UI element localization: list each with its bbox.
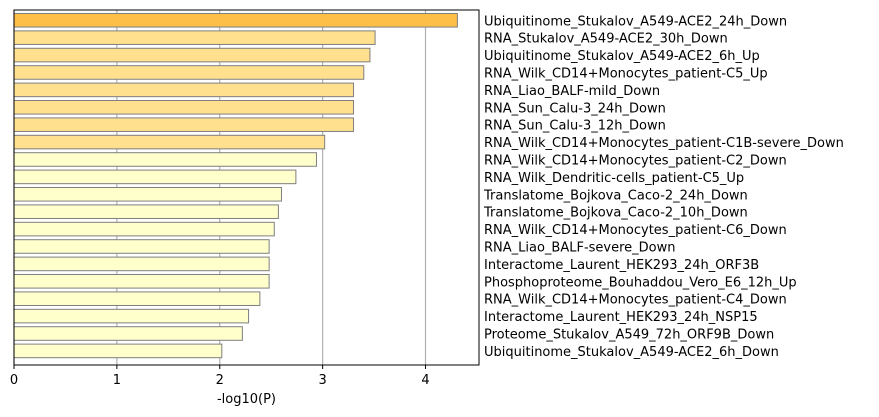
category-label: RNA_Wilk_CD14+Monocytes_patient-C4_Down [484, 293, 787, 308]
category-label: RNA_Wilk_CD14+Monocytes_patient-C6_Down [484, 223, 787, 238]
bar [13, 134, 326, 150]
x-tick-label: 1 [113, 373, 121, 388]
bars [13, 12, 458, 359]
bar [13, 326, 243, 341]
category-label: Interactome_Laurent_HEK293_24h_NSP15 [484, 310, 758, 325]
bar [13, 99, 354, 115]
x-tick-label: 2 [216, 373, 224, 388]
category-label: Translatome_Bojkova_Caco-2_24h_Down [483, 188, 748, 203]
bar [13, 256, 270, 272]
category-label: RNA_Liao_BALF-severe_Down [484, 240, 676, 255]
category-label: RNA_Wilk_CD14+Monocytes_patient-C2_Down [484, 153, 787, 168]
category-label: Interactome_Laurent_HEK293_24h_ORF3B [484, 258, 759, 273]
category-label: RNA_Stukalov_A549-ACE2_30h_Down [484, 32, 728, 47]
category-label: Ubiquitinome_Stukalov_A549-ACE2_6h_Up [484, 49, 760, 64]
bar [13, 187, 282, 202]
bar [13, 221, 275, 237]
category-label: RNA_Wilk_CD14+Monocytes_patient-C5_Up [484, 66, 768, 81]
bar [13, 30, 376, 45]
category-label: Ubiquitinome_Stukalov_A549-ACE2_6h_Down [484, 345, 779, 360]
bar [13, 204, 279, 219]
bar [13, 65, 365, 80]
bar [13, 12, 458, 28]
x-tick-label: 0 [10, 373, 18, 388]
bar [13, 117, 354, 132]
plot-frame [13, 9, 480, 366]
bar [13, 239, 270, 254]
category-label: RNA_Liao_BALF-mild_Down [484, 84, 660, 99]
category-label: Translatome_Bojkova_Caco-2_10h_Down [483, 206, 748, 221]
category-label: RNA_Sun_Calu-3_12h_Down [484, 119, 666, 134]
x-tick-label: 4 [421, 373, 429, 388]
x-axis-ticks: 0 1 2 3 4 [10, 365, 430, 388]
category-label: Ubiquitinome_Stukalov_A549-ACE2_24h_Down [484, 14, 787, 29]
bar [13, 291, 261, 306]
category-label: RNA_Wilk_Dendritic-cells_patient-C5_Up [484, 171, 744, 186]
x-axis-label: -log10(P) [217, 392, 276, 407]
bar [13, 82, 354, 98]
category-label: RNA_Sun_Calu-3_24h_Down [484, 101, 666, 116]
bar [13, 169, 297, 185]
category-labels: Ubiquitinome_Stukalov_A549-ACE2_24h_Down… [483, 14, 844, 360]
bar [13, 308, 250, 324]
bar [13, 152, 317, 167]
x-tick-label: 3 [318, 373, 326, 388]
category-label: RNA_Wilk_CD14+Monocytes_patient-C1B-seve… [484, 136, 844, 151]
category-label: Phosphoproteome_Bouhaddou_Vero_E6_12h_Up [484, 275, 797, 290]
category-label: Proteome_Stukalov_A549_72h_ORF9B_Down [484, 328, 774, 343]
bar [13, 274, 270, 289]
bar [13, 343, 223, 359]
bar [13, 47, 371, 63]
